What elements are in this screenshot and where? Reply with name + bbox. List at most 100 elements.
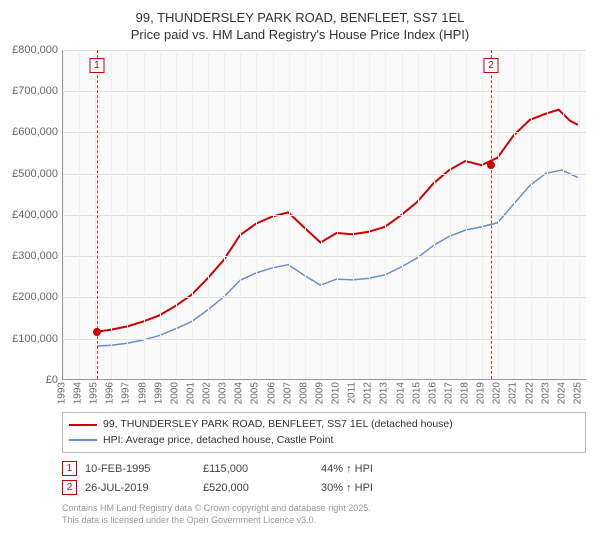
gridline-vertical: [337, 50, 338, 379]
legend-label: HPI: Average price, detached house, Cast…: [103, 433, 333, 449]
transaction-row: 110-FEB-1995£115,00044% ↑ HPI: [62, 459, 586, 478]
gridline-vertical: [256, 50, 257, 379]
legend-row: HPI: Average price, detached house, Cast…: [69, 433, 579, 449]
legend-swatch: [69, 424, 97, 426]
gridline-vertical: [402, 50, 403, 379]
x-tick-label: 2013: [379, 382, 390, 404]
chart-title: 99, THUNDERSLEY PARK ROAD, BENFLEET, SS7…: [14, 10, 586, 44]
gridline-vertical: [369, 50, 370, 379]
marker-badge: 1: [89, 58, 104, 73]
gridline-vertical: [79, 50, 80, 379]
gridline-vertical: [127, 50, 128, 379]
transaction-row: 2 26-JUL-2019 £520,000 30% ↑ HPI: [62, 478, 586, 497]
marker-vline: [491, 50, 492, 379]
x-tick-label: 2015: [411, 382, 422, 404]
transaction-pct: 30% ↑ HPI: [321, 482, 421, 494]
gridline-horizontal: [63, 256, 586, 257]
gridline-vertical: [514, 50, 515, 379]
x-tick-label: 2019: [476, 382, 487, 404]
x-tick-label: 1997: [121, 382, 132, 404]
y-tick-label: £400,000: [12, 209, 58, 221]
gridline-vertical: [224, 50, 225, 379]
gridline-horizontal: [63, 91, 586, 92]
transaction-price: £115,000: [203, 463, 313, 475]
x-tick-label: 2010: [331, 382, 342, 404]
chart-area: £0£100,000£200,000£300,000£400,000£500,0…: [14, 50, 586, 410]
x-tick-label: 2011: [347, 382, 358, 404]
x-tick-label: 2023: [540, 382, 551, 404]
legend-swatch: [69, 439, 97, 441]
gridline-vertical: [321, 50, 322, 379]
x-tick-label: 2022: [524, 382, 535, 404]
gridline-vertical: [240, 50, 241, 379]
x-tick-label: 2021: [508, 382, 519, 404]
x-tick-label: 2014: [395, 382, 406, 404]
gridline-vertical: [531, 50, 532, 379]
x-tick-label: 2008: [298, 382, 309, 404]
gridline-vertical: [434, 50, 435, 379]
x-tick-label: 2024: [556, 382, 567, 404]
x-tick-label: 1993: [57, 382, 68, 404]
gridline-vertical: [450, 50, 451, 379]
plot-area: 12: [62, 50, 586, 380]
y-tick-label: £200,000: [12, 291, 58, 303]
legend-row: 99, THUNDERSLEY PARK ROAD, BENFLEET, SS7…: [69, 417, 579, 433]
gridline-vertical: [144, 50, 145, 379]
gridline-vertical: [579, 50, 580, 379]
x-tick-label: 2001: [185, 382, 196, 404]
title-address: 99, THUNDERSLEY PARK ROAD, BENFLEET, SS7…: [14, 10, 586, 27]
transaction-badge: 2: [62, 480, 77, 495]
gridline-horizontal: [63, 339, 586, 340]
gridline-horizontal: [63, 132, 586, 133]
gridline-vertical: [192, 50, 193, 379]
y-tick-label: £300,000: [12, 250, 58, 262]
gridline-horizontal: [63, 174, 586, 175]
gridline-horizontal: [63, 50, 586, 51]
gridline-vertical: [385, 50, 386, 379]
transaction-price: £520,000: [203, 482, 313, 494]
y-tick-label: £600,000: [12, 126, 58, 138]
x-tick-label: 2012: [363, 382, 374, 404]
x-tick-label: 2000: [169, 382, 180, 404]
transaction-date: 10-FEB-1995: [85, 463, 195, 475]
x-tick-label: 2016: [427, 382, 438, 404]
gridline-horizontal: [63, 215, 586, 216]
y-tick-label: £100,000: [12, 333, 58, 345]
title-subtitle: Price paid vs. HM Land Registry's House …: [14, 27, 586, 44]
x-tick-label: 1996: [105, 382, 116, 404]
marker-dot: [93, 328, 101, 336]
x-tick-label: 2025: [572, 382, 583, 404]
gridline-horizontal: [63, 297, 586, 298]
x-tick-label: 2020: [492, 382, 503, 404]
gridline-vertical: [563, 50, 564, 379]
x-tick-label: 2005: [250, 382, 261, 404]
x-tick-label: 2003: [218, 382, 229, 404]
x-tick-label: 1995: [89, 382, 100, 404]
y-tick-label: £700,000: [12, 85, 58, 97]
x-tick-label: 2018: [460, 382, 471, 404]
gridline-vertical: [160, 50, 161, 379]
transaction-badge: 1: [62, 461, 77, 476]
gridline-vertical: [498, 50, 499, 379]
credits-line2: This data is licensed under the Open Gov…: [62, 515, 586, 527]
gridline-vertical: [305, 50, 306, 379]
transaction-date: 26-JUL-2019: [85, 482, 195, 494]
transactions-table: 110-FEB-1995£115,00044% ↑ HPI226-JUL-201…: [62, 459, 586, 497]
x-axis: 1993199419951996199719981999200020012002…: [62, 380, 586, 410]
x-tick-label: 2006: [266, 382, 277, 404]
x-tick-label: 2004: [234, 382, 245, 404]
x-tick-label: 1998: [137, 382, 148, 404]
gridline-vertical: [482, 50, 483, 379]
gridline-vertical: [418, 50, 419, 379]
x-tick-label: 1994: [73, 382, 84, 404]
chart-container: 99, THUNDERSLEY PARK ROAD, BENFLEET, SS7…: [0, 0, 600, 560]
legend-label: 99, THUNDERSLEY PARK ROAD, BENFLEET, SS7…: [103, 417, 453, 433]
x-tick-label: 1999: [153, 382, 164, 404]
gridline-vertical: [208, 50, 209, 379]
x-tick-label: 2007: [282, 382, 293, 404]
gridline-vertical: [111, 50, 112, 379]
gridline-vertical: [353, 50, 354, 379]
x-tick-label: 2009: [314, 382, 325, 404]
x-tick-label: 2017: [443, 382, 454, 404]
marker-dot: [487, 161, 495, 169]
